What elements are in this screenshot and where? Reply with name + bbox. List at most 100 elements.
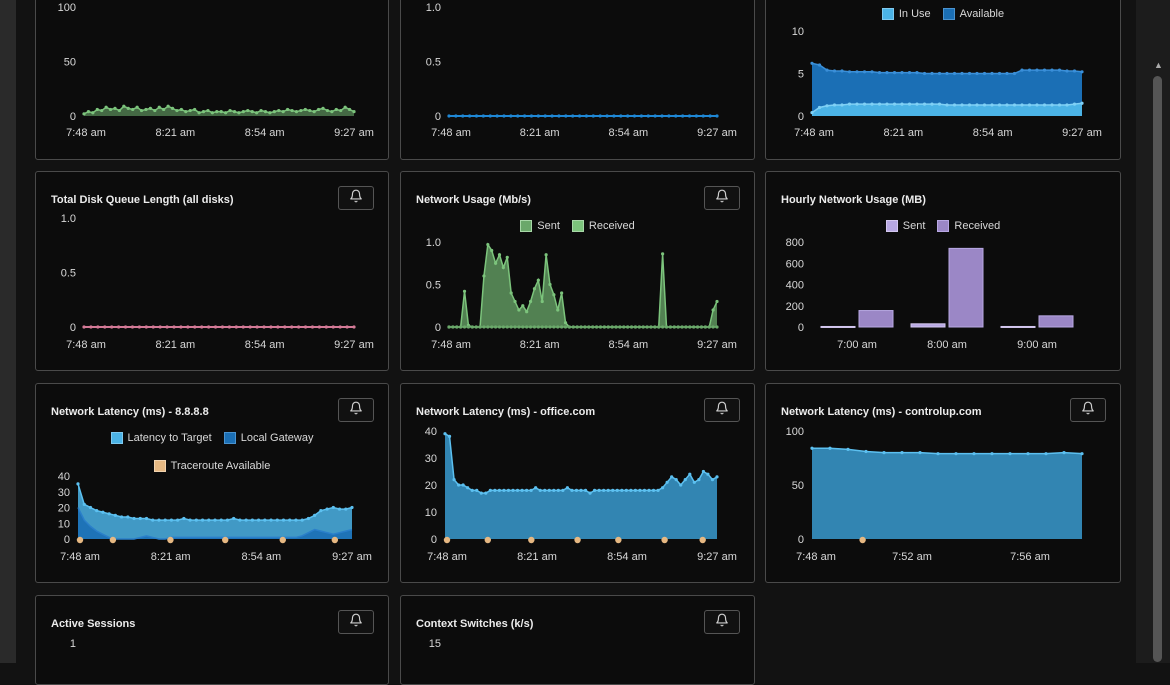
traceroute-marker[interactable] <box>859 536 866 544</box>
data-point[interactable] <box>461 483 465 487</box>
data-point[interactable] <box>172 325 176 329</box>
data-point[interactable] <box>529 488 533 492</box>
data-point[interactable] <box>1080 452 1084 456</box>
traceroute-marker[interactable] <box>222 536 229 544</box>
data-point[interactable] <box>810 61 814 65</box>
data-point[interactable] <box>313 513 317 517</box>
data-point[interactable] <box>88 505 93 510</box>
data-point[interactable] <box>462 289 467 293</box>
data-point[interactable] <box>649 325 653 329</box>
data-point[interactable] <box>244 518 248 522</box>
data-point[interactable] <box>162 107 166 112</box>
alert-bell-button[interactable] <box>704 186 740 210</box>
data-point[interactable] <box>516 114 520 118</box>
bar[interactable] <box>820 325 856 328</box>
data-point[interactable] <box>637 325 641 329</box>
data-point[interactable] <box>622 325 626 329</box>
data-point[interactable] <box>556 488 560 492</box>
data-point[interactable] <box>1035 103 1039 107</box>
data-point[interactable] <box>493 488 497 492</box>
data-point[interactable] <box>478 325 482 329</box>
data-point[interactable] <box>234 325 238 329</box>
data-point[interactable] <box>602 488 606 492</box>
data-point[interactable] <box>556 308 560 312</box>
data-point[interactable] <box>544 253 548 257</box>
data-point[interactable] <box>447 434 452 438</box>
data-point[interactable] <box>918 451 922 455</box>
data-point[interactable] <box>653 114 657 118</box>
traceroute-marker[interactable] <box>167 536 174 544</box>
data-point[interactable] <box>193 325 197 329</box>
traceroute-marker[interactable] <box>574 536 581 544</box>
data-point[interactable] <box>620 488 624 492</box>
data-point[interactable] <box>470 488 474 492</box>
data-point[interactable] <box>564 114 568 118</box>
data-point[interactable] <box>945 103 949 107</box>
data-point[interactable] <box>139 108 144 113</box>
data-point[interactable] <box>606 325 610 329</box>
data-point[interactable] <box>560 325 564 329</box>
data-point[interactable] <box>840 69 844 73</box>
data-point[interactable] <box>454 114 458 118</box>
data-point[interactable] <box>817 63 822 67</box>
data-point[interactable] <box>975 103 979 107</box>
data-point[interactable] <box>131 107 135 112</box>
data-point[interactable] <box>561 488 565 492</box>
data-point[interactable] <box>294 110 299 114</box>
data-point[interactable] <box>982 103 987 107</box>
data-point[interactable] <box>108 107 113 112</box>
data-point[interactable] <box>577 114 582 118</box>
data-point[interactable] <box>532 287 537 291</box>
data-point[interactable] <box>641 325 645 329</box>
data-point[interactable] <box>227 325 231 329</box>
traceroute-marker[interactable] <box>615 536 622 544</box>
data-point[interactable] <box>151 518 155 522</box>
legend-item[interactable]: Received <box>937 220 1000 232</box>
data-point[interactable] <box>262 325 266 329</box>
data-point[interactable] <box>642 488 647 492</box>
data-point[interactable] <box>633 488 637 492</box>
data-point[interactable] <box>470 325 474 329</box>
data-point[interactable] <box>86 110 91 114</box>
data-point[interactable] <box>651 488 656 492</box>
data-point[interactable] <box>1020 103 1024 107</box>
data-point[interactable] <box>186 325 190 329</box>
data-point[interactable] <box>135 105 139 109</box>
data-point[interactable] <box>825 68 829 72</box>
data-point[interactable] <box>466 325 471 329</box>
data-point[interactable] <box>547 488 551 492</box>
data-point[interactable] <box>633 325 638 329</box>
data-point[interactable] <box>810 111 814 115</box>
data-point[interactable] <box>638 488 642 492</box>
data-point[interactable] <box>688 472 692 476</box>
data-point[interactable] <box>525 325 529 329</box>
data-point[interactable] <box>184 110 188 114</box>
data-point[interactable] <box>310 325 315 329</box>
vertical-scrollbar[interactable]: ▲ <box>1152 4 1163 662</box>
data-point[interactable] <box>272 110 276 114</box>
data-point[interactable] <box>513 299 517 304</box>
bar[interactable] <box>858 310 894 328</box>
data-point[interactable] <box>241 325 245 329</box>
data-point[interactable] <box>618 325 622 329</box>
data-point[interactable] <box>130 325 135 329</box>
data-point[interactable] <box>937 102 942 106</box>
data-point[interactable] <box>680 325 684 329</box>
data-point[interactable] <box>299 108 303 113</box>
data-point[interactable] <box>653 325 657 329</box>
data-point[interactable] <box>225 518 230 522</box>
data-point[interactable] <box>990 71 994 76</box>
data-point[interactable] <box>536 325 540 329</box>
data-point[interactable] <box>670 475 674 479</box>
data-point[interactable] <box>697 478 701 482</box>
data-point[interactable] <box>100 108 104 113</box>
data-point[interactable] <box>82 502 86 506</box>
data-point[interactable] <box>1080 70 1084 74</box>
data-point[interactable] <box>990 103 994 107</box>
data-point[interactable] <box>306 516 311 521</box>
data-point[interactable] <box>502 488 506 492</box>
data-point[interactable] <box>494 261 498 265</box>
data-point[interactable] <box>451 325 455 329</box>
data-point[interactable] <box>169 518 174 522</box>
data-point[interactable] <box>645 325 649 329</box>
